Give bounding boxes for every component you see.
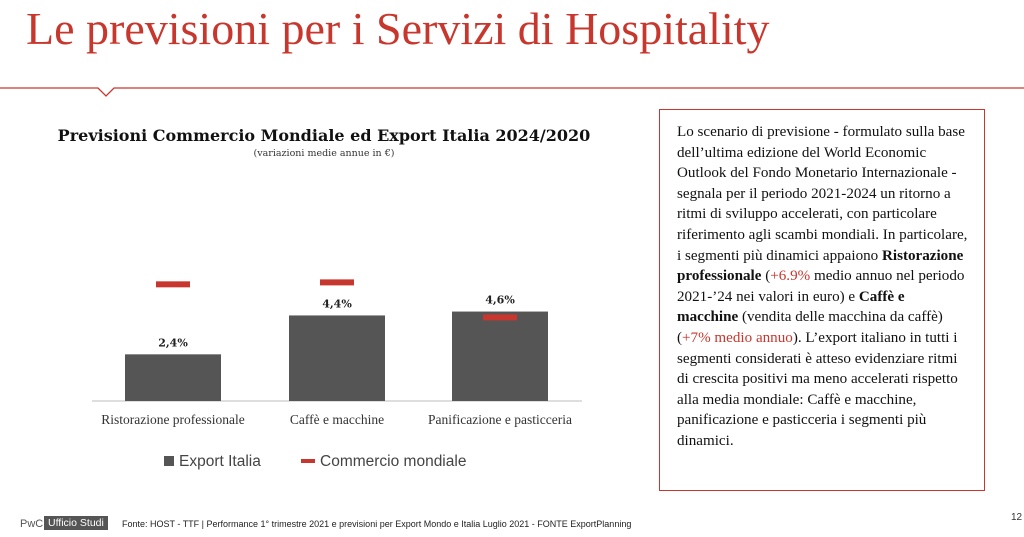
commentary-highlight-ristorazione: Ristorazione professionale <box>677 247 964 285</box>
footer-source: Fonte: HOST - TTF | Performance 1° trime… <box>122 519 632 529</box>
marker-commercio-mondiale <box>156 281 190 288</box>
category-label: Caffè e macchine <box>290 412 384 427</box>
chart-title: Previsioni Commercio Mondiale ed Export … <box>57 126 591 145</box>
legend-swatch-export-italia <box>164 456 174 466</box>
data-label-export-italia: 4,4% <box>322 297 352 310</box>
category-label: Panificazione e pasticceria <box>428 412 572 427</box>
commentary-text: (vendita delle macchina da caffè)( <box>677 309 943 346</box>
title-underline <box>0 87 1024 97</box>
legend-label-commercio-mondiale: Commercio mondiale <box>320 453 466 470</box>
bar-export-italia <box>452 311 548 401</box>
footer-brand: PwC <box>20 518 44 530</box>
commentary-text: medio annuo nel periodo 2021-’24 nei val… <box>677 268 965 305</box>
bar-export-italia <box>125 354 221 401</box>
data-label-export-italia: 4,6% <box>485 294 515 307</box>
commentary-box: Lo scenario di previsione - formulato su… <box>659 109 985 491</box>
chart-subtitle: (variazioni medie annue in €) <box>253 148 395 159</box>
legend-label-export-italia: Export Italia <box>179 453 261 470</box>
commentary-figure-caffe: +7% medio annuo <box>682 329 793 346</box>
commentary-text: ). L’export italiano in tutti i segmenti… <box>677 329 958 449</box>
category-label: Ristorazione professionale <box>101 412 245 427</box>
footer-unit-badge: Ufficio Studi <box>44 516 108 530</box>
commentary-figure-ristorazione: +6.9% <box>770 268 811 285</box>
commentary-highlight-caffe: Caffè e macchine <box>677 288 905 326</box>
commentary-text: ( <box>761 268 771 285</box>
bar-export-italia <box>289 315 385 401</box>
chart: 2,4% Ristorazione professionale 4,4% Caffè … <box>92 279 582 470</box>
marker-commercio-mondiale <box>320 279 354 286</box>
slide-title: Le previsioni per i Servizi di Hospitali… <box>26 3 770 54</box>
marker-commercio-mondiale <box>483 314 517 321</box>
commentary-text: Lo scenario di previsione - formulato su… <box>677 124 968 264</box>
legend-swatch-commercio-mondiale <box>301 459 315 463</box>
data-label-export-italia: 2,4% <box>158 336 188 349</box>
page-number: 12 <box>1011 512 1023 523</box>
